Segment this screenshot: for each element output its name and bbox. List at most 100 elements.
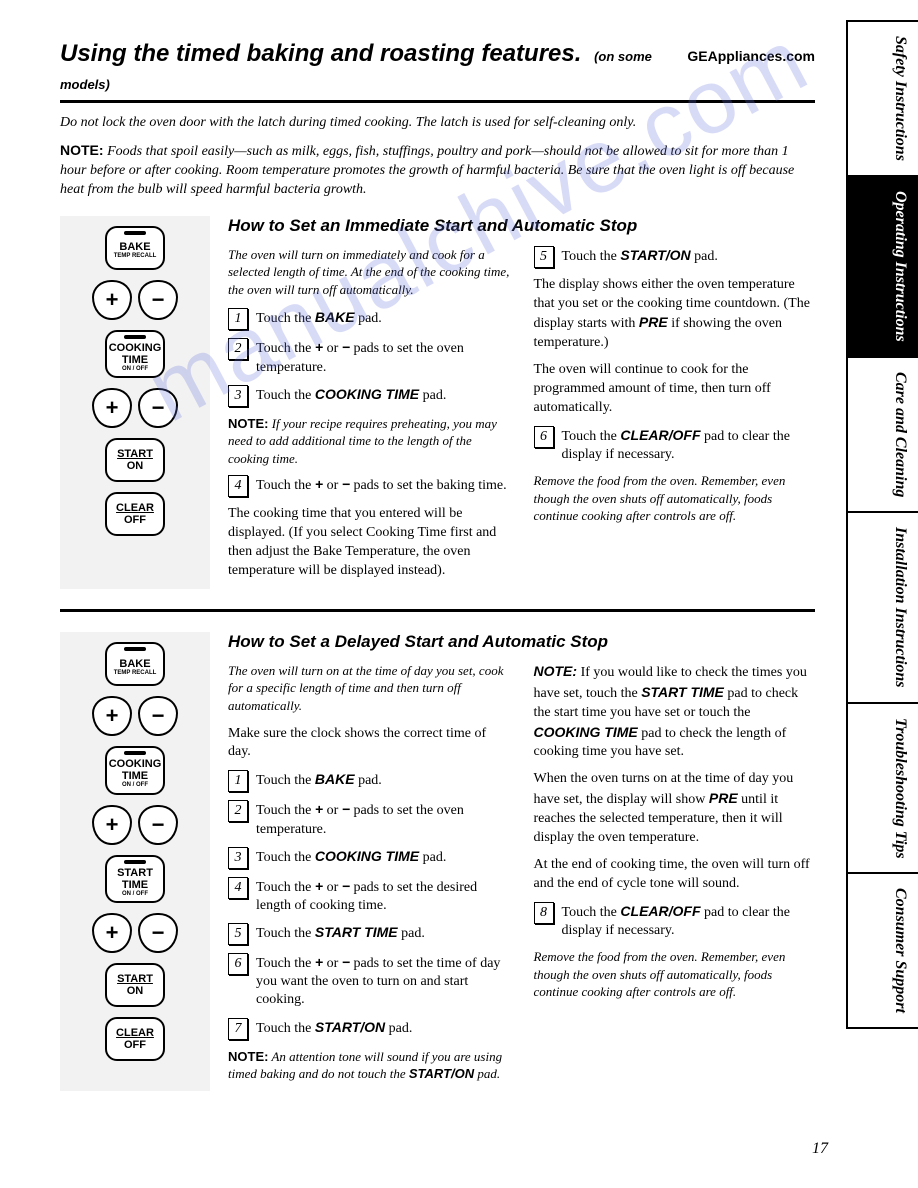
step-text: Touch the BAKE pad. bbox=[256, 308, 510, 330]
step-3: 3Touch the COOKING TIME pad. bbox=[228, 385, 510, 407]
bake-label: BAKE bbox=[119, 658, 150, 670]
plus-pad: + bbox=[92, 805, 132, 845]
section1-right-p1: The display shows either the oven temper… bbox=[534, 276, 816, 354]
start-on-pad: START ON bbox=[105, 438, 165, 482]
on-label: ON bbox=[127, 985, 144, 997]
intro-note: NOTE: Foods that spoil easily—such as mi… bbox=[60, 141, 815, 200]
step-num-icon: 2 bbox=[228, 338, 248, 360]
section1-left-col: The oven will turn on immediately and co… bbox=[228, 246, 510, 589]
step-num-icon: 2 bbox=[228, 800, 248, 822]
section2-right-col: NOTE: If you would like to check the tim… bbox=[534, 662, 816, 1091]
bake-label: BAKE bbox=[119, 241, 150, 253]
start-label: START bbox=[117, 973, 153, 985]
step-text: Touch the + or − pads to set the oven te… bbox=[256, 338, 510, 376]
pad-column-2: BAKE TEMP RECALL + − COOKING TIME ON / O… bbox=[60, 632, 210, 1091]
step-8: 8Touch the CLEAR/OFF pad to clear the di… bbox=[534, 902, 816, 940]
section1-heading: How to Set an Immediate Start and Automa… bbox=[228, 216, 815, 236]
step-num-icon: 8 bbox=[534, 902, 554, 924]
bake-pad: BAKE TEMP RECALL bbox=[105, 226, 165, 270]
tab-care[interactable]: Care and Cleaning bbox=[846, 356, 918, 513]
on-label: ON bbox=[127, 460, 144, 472]
clear-off-pad: CLEAR OFF bbox=[105, 1017, 165, 1061]
off-label: OFF bbox=[124, 1039, 146, 1051]
start-time-sub: ON / OFF bbox=[122, 891, 148, 898]
intro-warning: Do not lock the oven door with the latch… bbox=[60, 115, 815, 131]
section2-left-col: The oven will turn on at the time of day… bbox=[228, 662, 510, 1091]
step-num-icon: 1 bbox=[228, 770, 248, 792]
step-4: 4 Touch the + or − pads to set the desire… bbox=[228, 877, 510, 915]
tab-troubleshooting[interactable]: Troubleshooting Tips bbox=[846, 702, 918, 875]
step-num-icon: 5 bbox=[534, 246, 554, 268]
section-delayed: BAKE TEMP RECALL + − COOKING TIME ON / O… bbox=[60, 609, 815, 1111]
step-num-icon: 3 bbox=[228, 385, 248, 407]
cooking-time-label: COOKING TIME bbox=[109, 758, 162, 782]
note-label: NOTE: bbox=[228, 1049, 268, 1064]
step-text: Touch the BAKE pad. bbox=[256, 770, 510, 792]
title-row: Using the timed baking and roasting feat… bbox=[60, 40, 815, 103]
section2-right-p2: At the end of cooking time, the oven wil… bbox=[534, 856, 816, 894]
pad-column-1: BAKE TEMP RECALL + − COOKING TIME ON / O… bbox=[60, 216, 210, 589]
step-text: Touch the START/ON pad. bbox=[562, 246, 816, 268]
note-text: Foods that spoil easily—such as milk, eg… bbox=[60, 144, 794, 197]
side-tabs: Safety Instructions Operating Instructio… bbox=[846, 20, 918, 1027]
tab-operating[interactable]: Operating Instructions bbox=[846, 175, 918, 358]
cooking-time-label: COOKING TIME bbox=[109, 342, 162, 366]
step-2: 2Touch the + or − pads to set the oven t… bbox=[228, 800, 510, 838]
plus-minus-row-2: + − bbox=[92, 388, 178, 428]
minus-pad: − bbox=[138, 388, 178, 428]
step-text: Touch the COOKING TIME pad. bbox=[256, 847, 510, 869]
section1-after4: The cooking time that you entered will b… bbox=[228, 505, 510, 581]
main-title: Using the timed baking and roasting feat… bbox=[60, 40, 687, 96]
start-label: START bbox=[117, 448, 153, 460]
tab-installation[interactable]: Installation Instructions bbox=[846, 511, 918, 704]
step-text: Touch the + or − pads to set the time of… bbox=[256, 953, 510, 1010]
section2-right-note: NOTE: If you would like to check the tim… bbox=[534, 662, 816, 762]
step-num-icon: 6 bbox=[534, 426, 554, 448]
tab-safety[interactable]: Safety Instructions bbox=[846, 20, 918, 177]
section2-pre: Make sure the clock shows the correct ti… bbox=[228, 725, 510, 763]
page-body: Using the timed baking and roasting feat… bbox=[0, 0, 845, 1141]
cooking-time-sub: ON / OFF bbox=[122, 366, 148, 373]
section1-columns: The oven will turn on immediately and co… bbox=[228, 246, 815, 589]
step-text: Touch the START TIME pad. bbox=[256, 923, 510, 945]
plus-minus-row: + − bbox=[92, 805, 178, 845]
start-time-label: START TIME bbox=[109, 867, 161, 891]
note-label: NOTE: bbox=[228, 416, 268, 431]
step-3: 3Touch the COOKING TIME pad. bbox=[228, 847, 510, 869]
tab-consumer[interactable]: Consumer Support bbox=[846, 872, 918, 1029]
section1-right-col: 5 Touch the START/ON pad. The display sho… bbox=[534, 246, 816, 589]
section2-right-p1: When the oven turns on at the time of da… bbox=[534, 770, 816, 848]
plus-pad: + bbox=[92, 696, 132, 736]
section2-text: How to Set a Delayed Start and Automatic… bbox=[228, 632, 815, 1091]
brand-url: GEAppliances.com bbox=[687, 48, 815, 64]
clear-label: CLEAR bbox=[116, 1027, 154, 1039]
step-5: 5 Touch the START TIME pad. bbox=[228, 923, 510, 945]
step-num-icon: 4 bbox=[228, 877, 248, 899]
cooking-time-pad: COOKING TIME ON / OFF bbox=[105, 330, 165, 379]
minus-pad: − bbox=[138, 913, 178, 953]
note-label: NOTE: bbox=[534, 663, 578, 679]
section1-remove: Remove the food from the oven. Remember,… bbox=[534, 472, 816, 525]
minus-pad: − bbox=[138, 280, 178, 320]
off-label: OFF bbox=[124, 514, 146, 526]
clear-off-pad: CLEAR OFF bbox=[105, 492, 165, 536]
step-num-icon: 6 bbox=[228, 953, 248, 975]
bake-pad: BAKE TEMP RECALL bbox=[105, 642, 165, 686]
page-number: 17 bbox=[812, 1140, 828, 1158]
step-1: 1 Touch the BAKE pad. bbox=[228, 770, 510, 792]
step-text: Touch the + or − pads to set the baking … bbox=[256, 475, 510, 497]
step-7: 7Touch the START/ON pad. bbox=[228, 1018, 510, 1040]
step-num-icon: 1 bbox=[228, 308, 248, 330]
step-num-icon: 5 bbox=[228, 923, 248, 945]
cooking-time-pad: COOKING TIME ON / OFF bbox=[105, 746, 165, 795]
section2-intro: The oven will turn on at the time of day… bbox=[228, 662, 510, 715]
section1-intro: The oven will turn on immediately and co… bbox=[228, 246, 510, 299]
minus-pad: − bbox=[138, 696, 178, 736]
step-text: Touch the + or − pads to set the desired… bbox=[256, 877, 510, 915]
title-text: Using the timed baking and roasting feat… bbox=[60, 40, 581, 67]
section1-right-p2: The oven will continue to cook for the p… bbox=[534, 361, 816, 418]
plus-minus-row: + − bbox=[92, 696, 178, 736]
plus-minus-row: + − bbox=[92, 913, 178, 953]
step-4: 4Touch the + or − pads to set the baking… bbox=[228, 475, 510, 497]
plus-pad: + bbox=[92, 280, 132, 320]
